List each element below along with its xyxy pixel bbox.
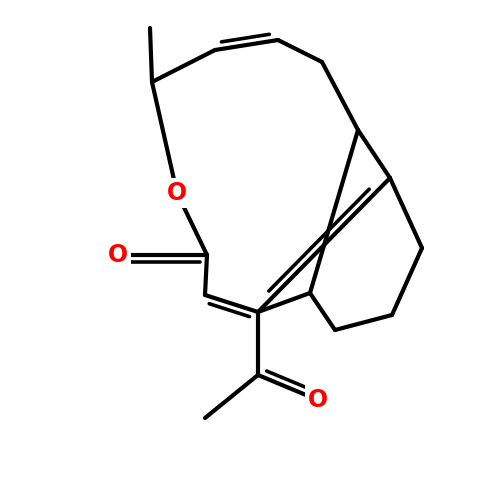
Text: O: O (167, 181, 187, 205)
Text: O: O (108, 243, 128, 267)
Text: O: O (308, 388, 328, 412)
